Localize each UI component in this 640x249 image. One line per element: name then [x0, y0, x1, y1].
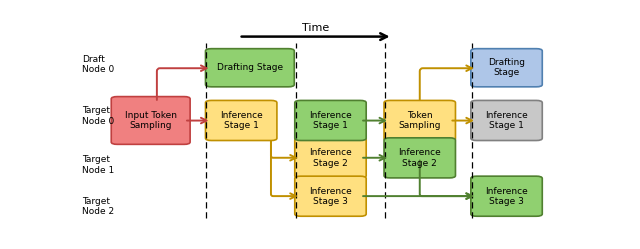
FancyBboxPatch shape [471, 100, 542, 140]
FancyBboxPatch shape [295, 138, 366, 178]
Text: Drafting
Stage: Drafting Stage [488, 58, 525, 77]
Text: Inference
Stage 3: Inference Stage 3 [309, 187, 352, 206]
Text: Inference
Stage 3: Inference Stage 3 [485, 187, 528, 206]
Text: Draft
Node 0: Draft Node 0 [83, 55, 115, 74]
Text: Target
Node 2: Target Node 2 [83, 196, 115, 216]
Text: Inference
Stage 1: Inference Stage 1 [309, 111, 352, 130]
Text: Inference
Stage 2: Inference Stage 2 [309, 148, 352, 168]
FancyBboxPatch shape [205, 49, 294, 87]
Text: Drafting Stage: Drafting Stage [217, 63, 283, 72]
Text: Inference
Stage 1: Inference Stage 1 [485, 111, 528, 130]
FancyBboxPatch shape [111, 97, 190, 144]
Text: Inference
Stage 2: Inference Stage 2 [398, 148, 441, 168]
Text: Input Token
Sampling: Input Token Sampling [125, 111, 177, 130]
FancyBboxPatch shape [384, 100, 456, 140]
FancyBboxPatch shape [384, 138, 456, 178]
Text: Time: Time [302, 23, 329, 33]
Text: Target
Node 0: Target Node 0 [83, 107, 115, 126]
Text: Target
Node 1: Target Node 1 [83, 155, 115, 175]
FancyBboxPatch shape [205, 100, 277, 140]
FancyBboxPatch shape [295, 100, 366, 140]
FancyBboxPatch shape [295, 176, 366, 216]
FancyBboxPatch shape [471, 176, 542, 216]
Text: Token
Sampling: Token Sampling [399, 111, 441, 130]
FancyBboxPatch shape [471, 49, 542, 87]
Text: Inference
Stage 1: Inference Stage 1 [220, 111, 262, 130]
